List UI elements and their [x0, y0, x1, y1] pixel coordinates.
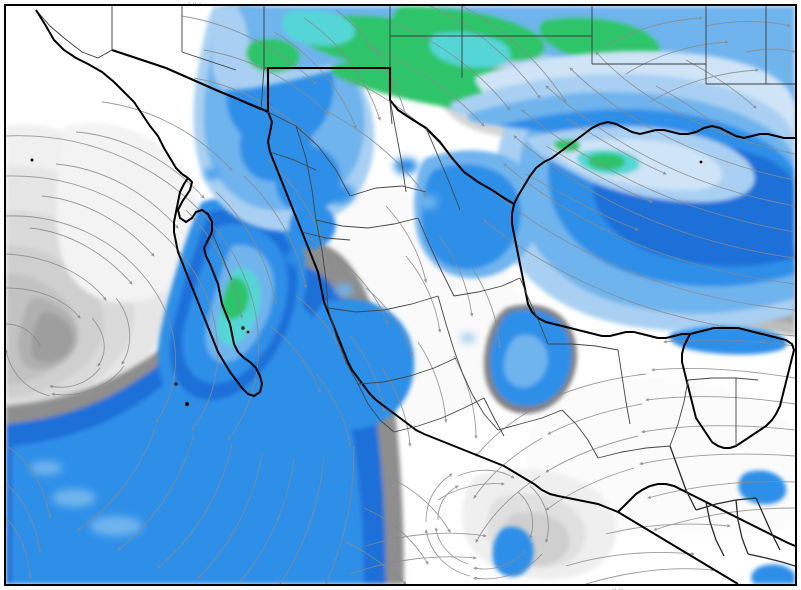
- clipped-title-text: · ·· ·: [188, 0, 202, 4]
- us-mexico-border: [111, 49, 515, 205]
- inland-precip-patches: [30, 158, 476, 536]
- weather-map-canvas: [6, 6, 795, 584]
- gulf-mexico-precip-layer: [414, 50, 795, 331]
- gulf-california-precip-layer: [158, 197, 306, 414]
- map-frame: [4, 4, 797, 586]
- gulf-coastline: [511, 120, 795, 547]
- mexico-state-borders: [211, 99, 759, 459]
- geography-layer: [30, 6, 795, 584]
- island-specks: [30, 158, 703, 407]
- clipped-footer-text: ·· ··: [612, 586, 624, 590]
- top-crop-band: [0, 0, 801, 4]
- bottom-crop-band: [0, 586, 801, 590]
- central-america-borders: [669, 445, 795, 567]
- pacific-coastline: [35, 9, 739, 584]
- streamline-layer: [6, 6, 795, 584]
